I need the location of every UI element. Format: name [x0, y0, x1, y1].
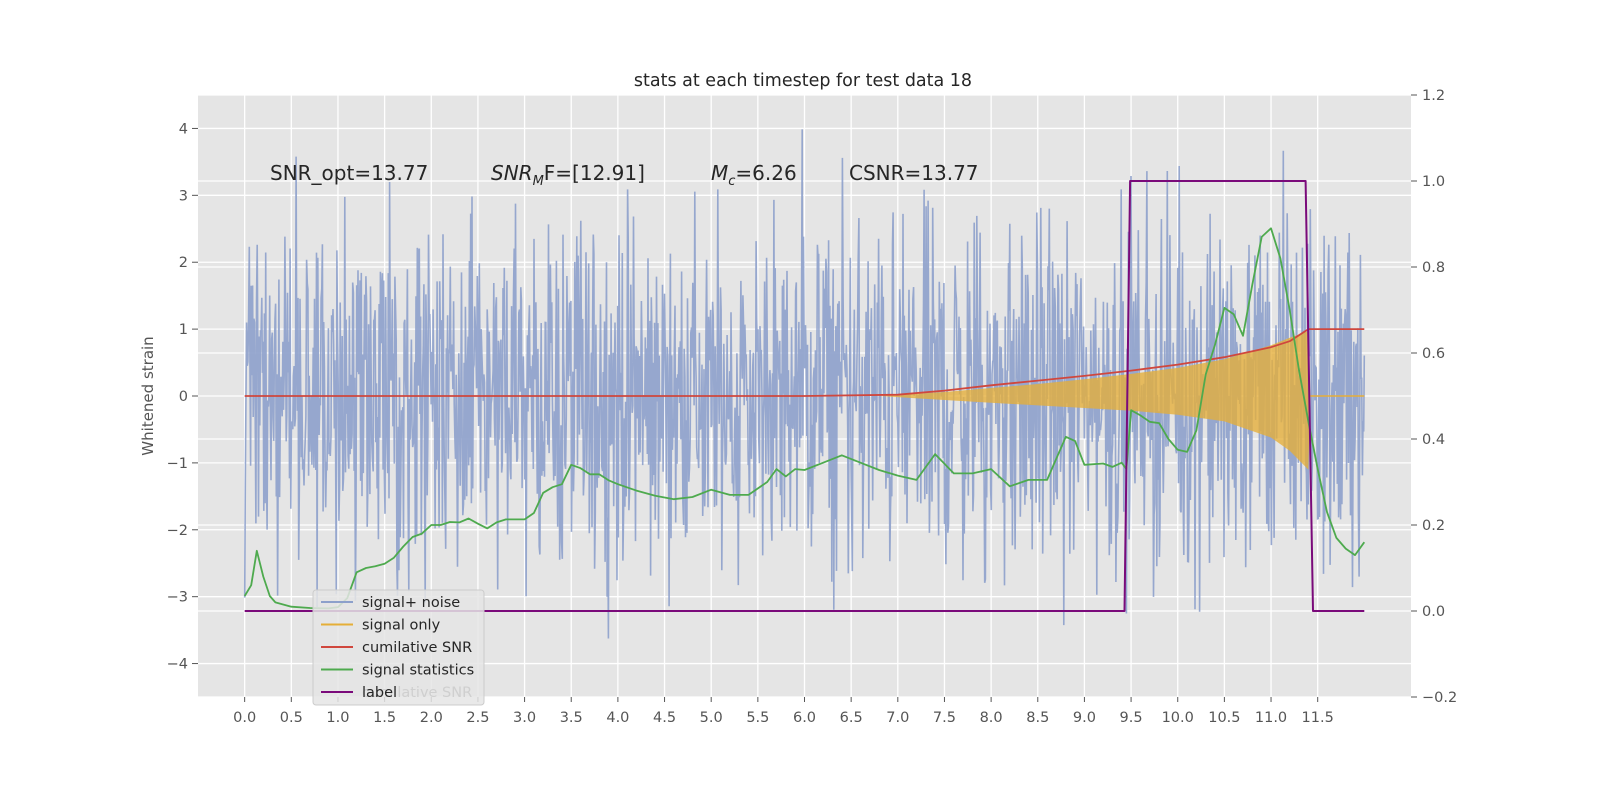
y2-tick-label-0: −0.2 [1422, 690, 1457, 706]
annotation-snr-mf-sub: M [533, 174, 544, 189]
x-tick-label-13: 6.5 [840, 710, 863, 726]
x-tick-label-20: 10.0 [1162, 710, 1194, 726]
signal-only-envelope [879, 331, 1311, 470]
y2-tick-label-5: 0.8 [1422, 260, 1445, 276]
annotation-snr-opt: SNR_opt=13.77 [270, 161, 428, 185]
annotations: SNR_opt=13.77 SNRMF=[12.91] Mc=6.26 CSNR… [270, 161, 979, 189]
y-axis-label: Whitened strain [139, 336, 157, 455]
x-tick-label-9: 4.5 [653, 710, 676, 726]
y-tick-label-7: 3 [179, 188, 188, 204]
y2-tick-label-2: 0.2 [1422, 518, 1445, 534]
x-axis-ticks: 0.0 0.5 1.0 1.5 2.0 2.5 3.0 3.5 4.0 4.5 5.0 5.5 6.0 6… [233, 697, 1334, 726]
annotation-snr-mf: SNRMF=[12.91] [491, 161, 645, 189]
chart-title: stats at each timestep for test data 18 [634, 71, 972, 91]
cumilative-snr-line [244, 328, 1365, 397]
y2-axis-ticks: −0.2 0.0 0.2 0.4 0.6 0.8 1.0 1.2 [1411, 88, 1457, 706]
series-cumilative-snr [244, 328, 1365, 397]
y-tick-label-1: −3 [167, 590, 188, 606]
series-label [244, 180, 1365, 612]
x-tick-label-11: 5.5 [746, 710, 769, 726]
x-tick-label-21: 10.5 [1208, 710, 1240, 726]
annotation-mc-sub: c [728, 174, 735, 189]
y2-tick-label-3: 0.4 [1422, 432, 1445, 448]
legend-entries: signal+ noise signal only cumilative SNR si… [321, 595, 474, 701]
annotation-mc: Mc=6.26 [711, 161, 797, 189]
x-tick-label-2: 1.0 [326, 710, 349, 726]
signal-statistics-line [243, 227, 1366, 610]
annotation-csnr: CSNR=13.77 [849, 161, 979, 185]
y-tick-label-8: 4 [179, 121, 188, 137]
annotation-mc-main: M [711, 161, 728, 185]
y-axis-ticks: −4 −3 −2 −1 0 1 2 3 4 [167, 121, 198, 673]
y-tick-label-5: 1 [179, 322, 188, 338]
series-signal-only [879, 331, 1365, 470]
x-tick-label-1: 0.5 [280, 710, 303, 726]
x-tick-label-0: 0.0 [233, 710, 256, 726]
legend-label-0: signal+ noise [362, 595, 460, 611]
legend: cumilative SNR signal+ noise signal only c… [312, 589, 485, 706]
x-tick-label-12: 6.0 [793, 710, 816, 726]
x-tick-label-8: 4.0 [606, 710, 629, 726]
x-tick-label-23: 11.5 [1302, 710, 1334, 726]
x-tick-label-10: 5.0 [700, 710, 723, 726]
x-tick-label-7: 3.5 [560, 710, 583, 726]
x-tick-label-17: 8.5 [1026, 710, 1049, 726]
y2-tick-label-4: 0.6 [1422, 346, 1445, 362]
y-tick-label-6: 2 [179, 255, 188, 271]
legend-label-4: label [362, 685, 397, 701]
x-tick-label-14: 7.0 [886, 710, 909, 726]
legend-label-3: signal statistics [362, 663, 474, 679]
series-signal-statistics [243, 227, 1366, 610]
annotation-snr-mf-main: SNR [491, 161, 533, 185]
legend-label-1: signal only [362, 618, 441, 634]
x-tick-label-6: 3.0 [513, 710, 536, 726]
x-tick-label-4: 2.0 [420, 710, 443, 726]
y-tick-label-3: −1 [167, 456, 188, 472]
y-tick-label-0: −4 [167, 657, 188, 673]
y2-tick-label-1: 0.0 [1422, 604, 1445, 620]
legend-box [312, 589, 485, 706]
y-tick-label-4: 0 [179, 389, 188, 405]
x-tick-label-19: 9.5 [1120, 710, 1143, 726]
annotation-mc-rest: =6.26 [735, 161, 796, 185]
y2-tick-label-7: 1.2 [1422, 88, 1445, 104]
x-tick-label-5: 2.5 [466, 710, 489, 726]
y2-tick-label-6: 1.0 [1422, 174, 1445, 190]
x-tick-label-15: 7.5 [933, 710, 956, 726]
annotation-snr-mf-rest: F=[12.91] [544, 161, 645, 185]
legend-hidden-text: cumilative SNR [362, 685, 472, 701]
label-line [244, 180, 1365, 612]
y-tick-label-2: −2 [167, 523, 188, 539]
x-tick-label-3: 1.5 [373, 710, 396, 726]
x-tick-label-16: 8.0 [980, 710, 1003, 726]
legend-label-2: cumilative SNR [362, 640, 472, 656]
x-tick-label-22: 11.0 [1255, 710, 1287, 726]
x-tick-label-18: 9.0 [1073, 710, 1096, 726]
